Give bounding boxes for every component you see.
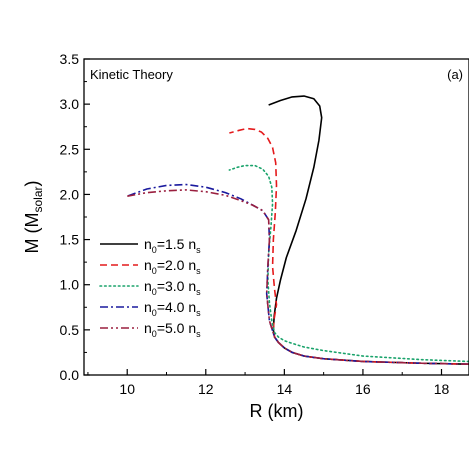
x-tick-label: 10 [119, 381, 135, 397]
y-tick-label: 2.0 [60, 186, 80, 202]
y-axis-title-sub: solar [31, 187, 45, 213]
series-line-n20 [229, 127, 469, 365]
y-axis-title-close: ) [22, 181, 42, 187]
x-tick-label: 16 [355, 381, 371, 397]
x-tick-label: 18 [434, 381, 450, 397]
series-line-n15 [268, 95, 469, 365]
x-axis-title: R (km) [250, 401, 304, 421]
y-tick-label: 2.5 [60, 141, 80, 157]
legend: n0=1.5 ns n0=2.0 ns n0=3.0 ns n0=4.0 ns n0=5… [99, 236, 201, 339]
plot-lines [126, 95, 469, 365]
annotation-panel-label: (a) [447, 67, 463, 82]
y-tick-label: 1.0 [60, 277, 80, 293]
y-tick-label: 3.0 [60, 96, 80, 112]
x-tick-label: 12 [198, 381, 214, 397]
legend-label-n20: n0=2.0 ns [144, 257, 201, 276]
annotation-kinetic-theory: Kinetic Theory [90, 67, 173, 82]
legend-label-n15: n0=1.5 ns [144, 236, 201, 255]
y-tick-label: 3.5 [60, 51, 80, 67]
y-tick-label: 0.0 [60, 367, 80, 383]
plot-frame [83, 58, 469, 376]
y-tick-label: 0.5 [60, 322, 80, 338]
legend-label-n40: n0=4.0 ns [144, 299, 201, 318]
series-line-n40 [126, 183, 469, 365]
legend-label-n30: n0=3.0 ns [144, 278, 201, 297]
x-tick-label: 14 [277, 381, 293, 397]
legend-label-n50: n0=5.0 ns [144, 320, 201, 339]
axis-ticks: 10 12 14 16 18 0.0 0.5 1.0 1.5 2.0 2.5 3.0 3.5 [60, 51, 450, 397]
series-line-n30 [228, 164, 469, 363]
y-axis-title-main: M (M [22, 213, 42, 254]
y-axis-title: M (Msolar) [22, 181, 45, 254]
series-line-n50 [127, 189, 469, 365]
y-tick-label: 1.5 [60, 232, 80, 248]
